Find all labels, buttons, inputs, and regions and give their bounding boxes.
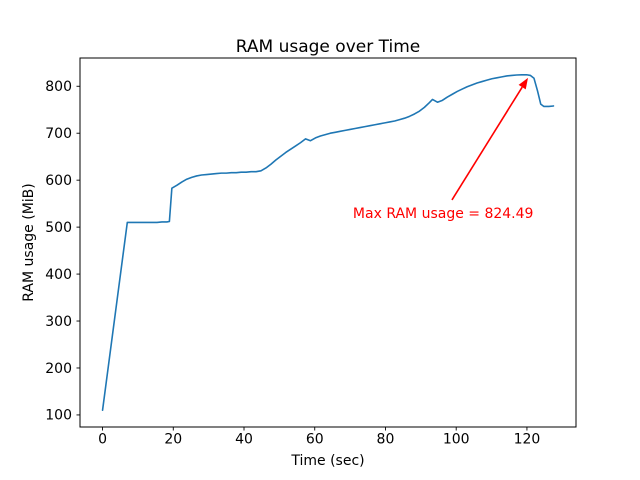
chart-title: RAM usage over Time [236,37,420,57]
axes-frame [79,57,577,428]
x-tick-label: 100 [443,432,470,448]
x-tick-label: 80 [377,432,395,448]
ram-usage-line [101,73,555,412]
x-axis-label: Time (sec) [290,453,364,469]
y-tick-label: 700 [45,126,72,142]
y-tick-label: 600 [45,173,72,189]
x-tick-label: 120 [514,432,541,448]
y-axis: 100 200 300 400 500 600 700 800 [45,79,80,424]
y-tick-label: 500 [45,220,72,236]
y-tick-label: 200 [45,361,72,377]
y-tick-label: 800 [45,79,72,95]
x-axis: 0 20 40 60 80 100 120 [98,427,540,448]
y-axis-label: RAM usage (MiB) [21,183,37,301]
x-tick-label: 20 [164,432,182,448]
x-tick-label: 60 [306,432,324,448]
annotation-arrowhead [518,77,528,90]
annotation-label: Max RAM usage = 824.49 [353,206,534,222]
annotation-arrow [451,86,523,201]
x-tick-label: 40 [235,432,253,448]
x-tick-label: 0 [98,432,107,448]
max-annotation: Max RAM usage = 824.49 [353,77,534,222]
y-tick-label: 100 [45,408,72,424]
y-tick-label: 300 [45,314,72,330]
y-tick-label: 400 [45,267,72,283]
